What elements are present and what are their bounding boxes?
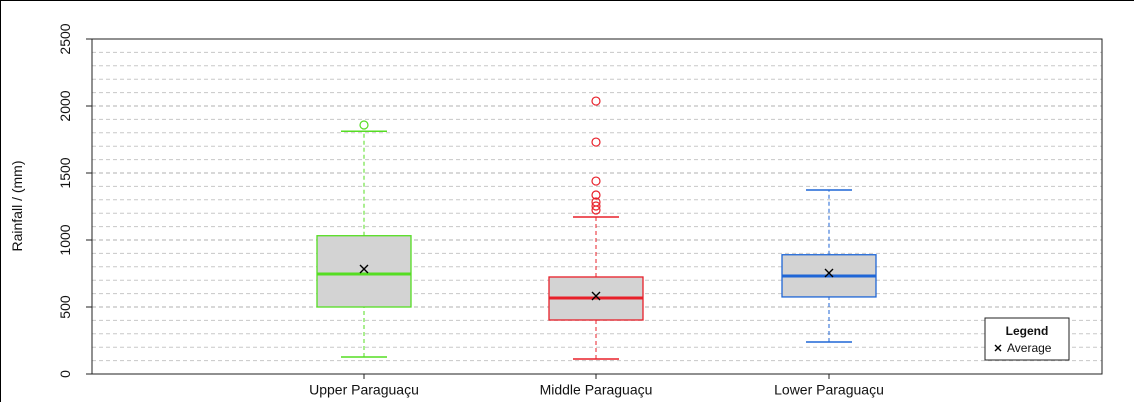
- legend-label: Average: [1007, 341, 1052, 355]
- y-tick-label: 2500: [57, 23, 73, 54]
- outlier: [591, 190, 601, 200]
- outlier: [591, 205, 601, 215]
- plot-border: [91, 38, 1103, 375]
- outlier: [359, 120, 369, 130]
- legend: Legend Average: [984, 317, 1070, 361]
- outlier: [591, 137, 601, 147]
- y-tick-label: 1500: [57, 157, 73, 188]
- y-tick-label: 2000: [57, 90, 73, 121]
- plot: [316, 96, 877, 360]
- outlier: [591, 176, 601, 186]
- legend-marker: [994, 344, 1002, 352]
- box: [316, 235, 412, 308]
- legend-box: [984, 317, 1070, 361]
- x-tick-label: Upper Paraguaçu: [309, 382, 419, 398]
- x-tick-label: Middle Paraguaçu: [540, 382, 653, 398]
- y-axis-label: Rainfall / (mm): [9, 160, 25, 251]
- x-tick-label: Lower Paraguaçu: [774, 382, 884, 398]
- mean-marker: [591, 291, 601, 301]
- mean-marker: [359, 264, 369, 274]
- outlier: [591, 96, 601, 106]
- y-tick-label: 0: [57, 370, 73, 378]
- legend-title: Legend: [1006, 324, 1049, 338]
- y-tick-label: 500: [57, 295, 73, 319]
- outlier: [591, 201, 601, 211]
- y-tick-label: 1000: [57, 224, 73, 255]
- mean-marker: [824, 268, 834, 278]
